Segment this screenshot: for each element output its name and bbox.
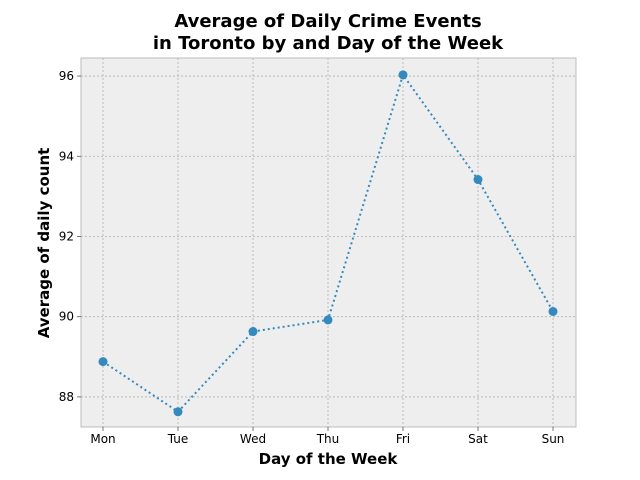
axis-layer: Mon Tue Wed Thu Fri Sat Sun 88 90 92 94 96 <box>59 69 565 446</box>
x-tick-label: Mon <box>90 432 115 446</box>
y-tick-label: 96 <box>59 69 74 83</box>
data-point <box>548 306 558 316</box>
x-tick-label: Tue <box>167 432 189 446</box>
y-tick-label: 88 <box>59 390 74 404</box>
data-point <box>473 175 483 185</box>
data-point <box>98 357 108 367</box>
chart-title-line-1: Average of Daily Crime Events <box>174 11 481 32</box>
plot-area <box>80 57 577 428</box>
data-point <box>248 327 258 337</box>
y-tick-label: 90 <box>59 310 74 324</box>
data-point <box>323 315 333 325</box>
x-tick-label: Thu <box>316 432 340 446</box>
y-tick-label: 94 <box>59 149 74 163</box>
y-tick-label: 92 <box>59 229 74 243</box>
data-point <box>398 70 408 80</box>
x-tick-label: Wed <box>240 432 266 446</box>
series-layer <box>98 70 558 417</box>
y-axis-label: Average of daily count <box>35 148 53 339</box>
x-tick-label: Sun <box>542 432 565 446</box>
x-tick-label: Sat <box>468 432 488 446</box>
data-point <box>173 407 183 417</box>
grid-layer <box>81 58 576 427</box>
chart-title-line-2: in Toronto by and Day of the Week <box>153 33 504 54</box>
x-tick-label: Fri <box>396 432 410 446</box>
x-axis-label: Day of the Week <box>259 450 399 468</box>
